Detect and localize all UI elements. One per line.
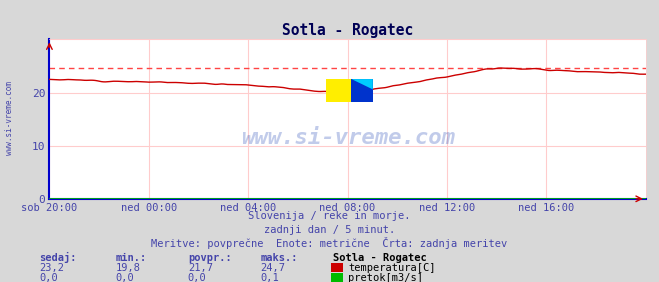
Text: 0,1: 0,1 (260, 273, 279, 282)
Text: 0,0: 0,0 (40, 273, 58, 282)
Text: 19,8: 19,8 (115, 263, 140, 273)
Text: 23,2: 23,2 (40, 263, 65, 273)
Text: Meritve: povprečne  Enote: metrične  Črta: zadnja meritev: Meritve: povprečne Enote: metrične Črta:… (152, 237, 507, 249)
Text: Slovenija / reke in morje.: Slovenija / reke in morje. (248, 211, 411, 221)
Polygon shape (326, 79, 351, 102)
Text: povpr.:: povpr.: (188, 253, 231, 263)
Text: 21,7: 21,7 (188, 263, 213, 273)
Text: 24,7: 24,7 (260, 263, 285, 273)
Text: 0,0: 0,0 (115, 273, 134, 282)
Text: sedaj:: sedaj: (40, 252, 77, 263)
Text: www.si-vreme.com: www.si-vreme.com (5, 81, 14, 155)
Title: Sotla - Rogatec: Sotla - Rogatec (282, 23, 413, 38)
Polygon shape (351, 79, 373, 89)
Text: maks.:: maks.: (260, 253, 298, 263)
Polygon shape (351, 79, 373, 102)
Text: temperatura[C]: temperatura[C] (348, 263, 436, 273)
Text: min.:: min.: (115, 253, 146, 263)
Text: www.si-vreme.com: www.si-vreme.com (241, 128, 455, 148)
Text: Sotla - Rogatec: Sotla - Rogatec (333, 253, 426, 263)
Text: zadnji dan / 5 minut.: zadnji dan / 5 minut. (264, 225, 395, 235)
Text: pretok[m3/s]: pretok[m3/s] (348, 273, 423, 282)
Text: 0,0: 0,0 (188, 273, 206, 282)
